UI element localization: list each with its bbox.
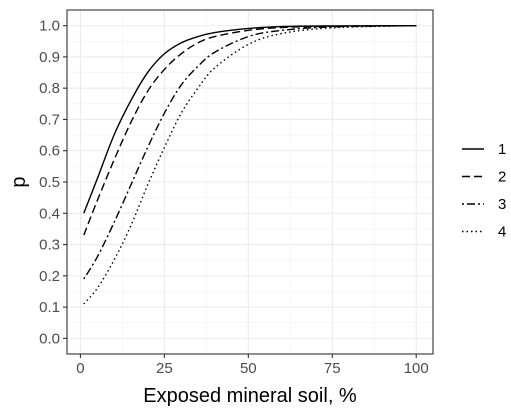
x-tick-label: 50	[240, 360, 257, 377]
series-line-2	[83, 24, 417, 236]
y-tick-label: 0.0	[39, 330, 60, 347]
series-line-3	[83, 24, 417, 280]
legend-label-3: 3	[498, 196, 506, 213]
y-tick-label: 0.5	[39, 174, 60, 191]
x-tick-label: 25	[156, 360, 173, 377]
legend-label-4: 4	[498, 224, 506, 241]
legend-label-1: 1	[498, 141, 506, 158]
y-tick-label: 0.7	[39, 111, 60, 128]
y-tick-label: 0.1	[39, 299, 60, 316]
y-tick-label: 0.3	[39, 237, 60, 254]
series-line-4	[83, 24, 417, 305]
grid-major	[67, 10, 433, 354]
y-tick-label: 0.2	[39, 268, 60, 285]
y-tick-label: 1.0	[39, 18, 60, 35]
x-tick-label: 0	[76, 360, 84, 377]
y-axis-ticks: 0.0 0.1 0.2 0.3 0.4 0.5 0.6 0.7 0.8 0.9 1.0	[39, 18, 67, 347]
y-tick-label: 0.8	[39, 80, 60, 97]
x-axis-title: Exposed mineral soil, %	[143, 385, 357, 407]
y-tick-label: 0.6	[39, 143, 60, 160]
series-line-1	[83, 24, 417, 214]
x-axis-ticks: 0 25 50 75 100	[76, 354, 429, 377]
y-axis-title: p	[8, 176, 30, 187]
x-tick-label: 100	[404, 360, 429, 377]
legend-label-2: 2	[498, 169, 506, 186]
y-tick-label: 0.4	[39, 205, 60, 222]
legend: 1 2 3 4	[462, 141, 506, 241]
y-tick-label: 0.9	[39, 49, 60, 66]
x-tick-label: 75	[324, 360, 341, 377]
series-layer	[83, 24, 417, 305]
